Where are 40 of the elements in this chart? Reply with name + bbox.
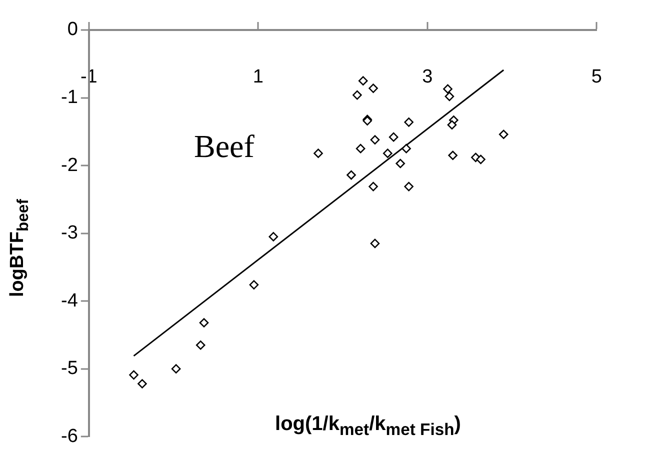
annotation: Beef bbox=[194, 128, 254, 165]
point bbox=[447, 120, 457, 130]
point bbox=[396, 158, 406, 168]
point bbox=[404, 118, 414, 127]
point bbox=[196, 340, 206, 350]
point bbox=[368, 182, 378, 192]
point bbox=[383, 148, 392, 158]
point bbox=[368, 84, 378, 93]
point bbox=[199, 318, 209, 328]
y-tick-label: -4 bbox=[60, 290, 78, 312]
point bbox=[443, 84, 452, 94]
point bbox=[476, 154, 486, 164]
point bbox=[404, 182, 414, 192]
point bbox=[129, 370, 138, 380]
point bbox=[249, 280, 259, 290]
point bbox=[352, 90, 362, 100]
point bbox=[171, 364, 181, 374]
x-tick-label: 1 bbox=[252, 66, 264, 88]
x-axis-title: log(1/k$_{met}$/k$_{met Fish}$) bbox=[275, 413, 461, 440]
y-tick-label: -3 bbox=[60, 222, 78, 244]
point bbox=[356, 144, 366, 154]
point bbox=[444, 92, 454, 102]
point bbox=[346, 170, 356, 180]
point bbox=[448, 150, 458, 160]
y-tick-label: -1 bbox=[60, 87, 78, 108]
point bbox=[388, 132, 398, 142]
y-tick-label: -2 bbox=[60, 154, 78, 176]
point bbox=[370, 135, 380, 144]
y-tick-label: 0 bbox=[67, 19, 78, 40]
point bbox=[370, 238, 380, 248]
x-tick-label: 5 bbox=[591, 66, 602, 88]
point bbox=[314, 148, 323, 158]
point bbox=[268, 232, 278, 242]
point bbox=[402, 144, 411, 154]
x-tick-label: 3 bbox=[422, 66, 433, 88]
y-tick-label: -6 bbox=[60, 426, 78, 447]
point bbox=[358, 76, 368, 86]
y-tick-label: -5 bbox=[60, 358, 78, 380]
point bbox=[498, 130, 508, 140]
point bbox=[138, 379, 147, 388]
